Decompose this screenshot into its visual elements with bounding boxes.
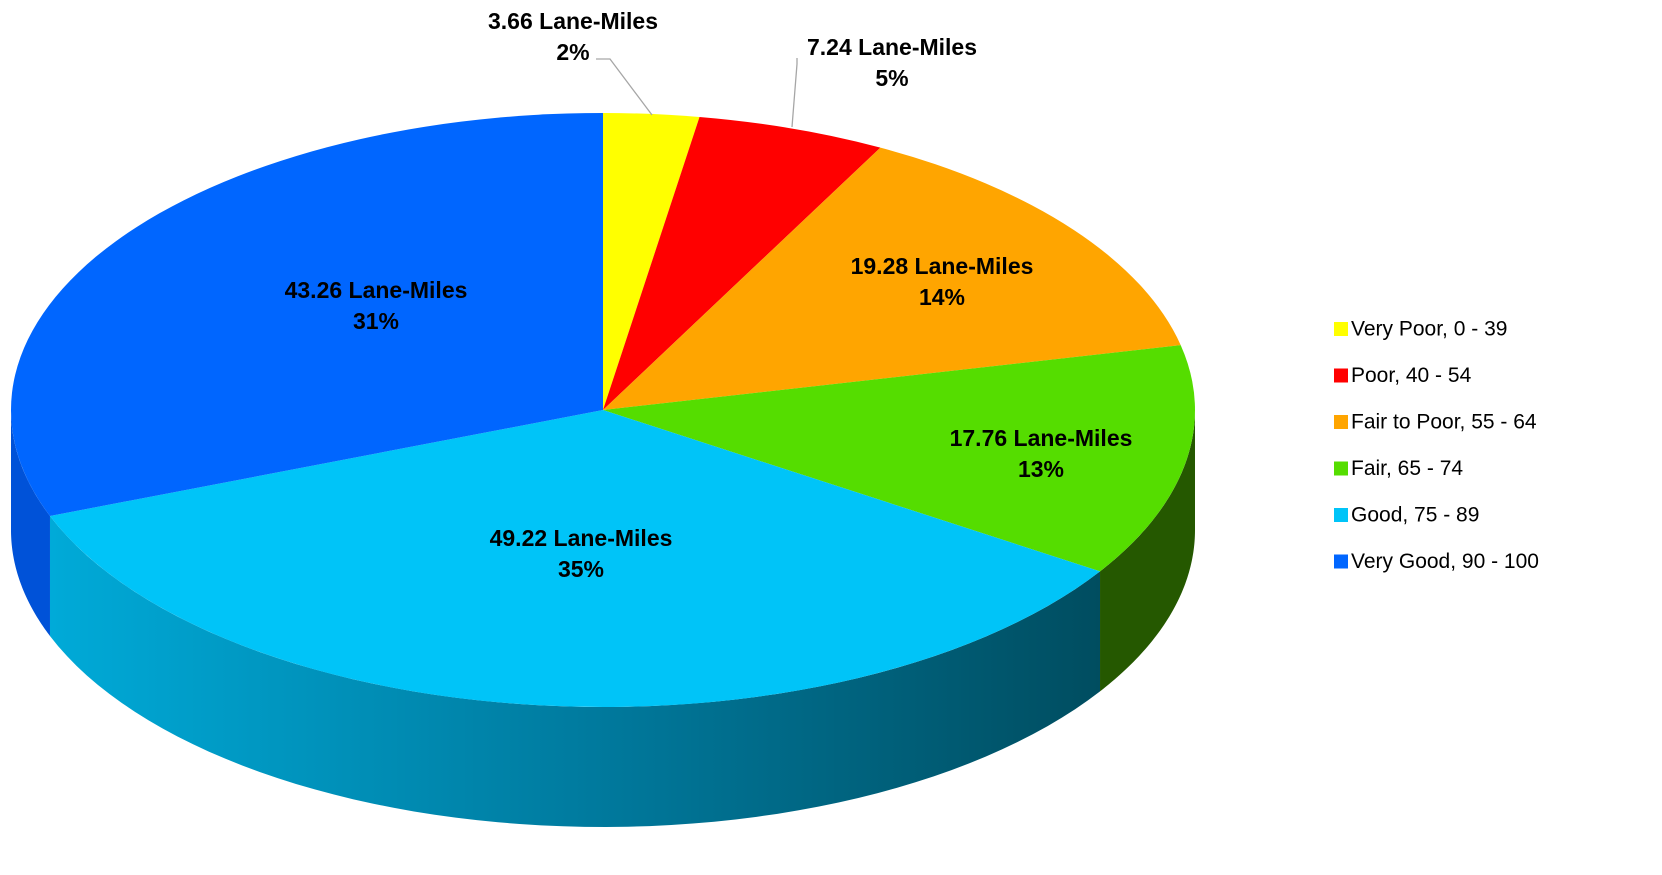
slice-side-4 [49,515,1101,827]
legend-swatch-2 [1334,415,1348,429]
pie-slices [10,113,1195,708]
slice-3 [603,345,1195,572]
value-label-3: 17.76 Lane-Miles [950,425,1133,451]
slice-side-5 [11,410,50,636]
legend-swatch-0 [1334,322,1348,336]
percent-label-2: 14% [919,284,965,310]
percent-label-4: 35% [558,556,604,582]
data-labels: 3.66 Lane-Miles 2% 7.24 Lane-Miles 5% 19.28 … [285,8,1133,582]
legend-item-4: Good, 75 - 89 [1334,504,1479,527]
legend-item-3: Fair, 65 - 74 [1334,457,1463,480]
legend-swatch-5 [1334,554,1348,569]
value-label-2: 19.28 Lane-Miles [851,253,1034,279]
legend-label-0: Very Poor, 0 - 39 [1351,318,1507,341]
legend-label-5: Very Good, 90 - 100 [1351,550,1539,573]
legend-swatch-1 [1334,368,1348,383]
percent-label-1: 5% [875,65,908,91]
legend-label-4: Good, 75 - 89 [1351,504,1479,527]
value-label-4: 49.22 Lane-Miles [490,525,673,551]
slice-1 [603,116,881,410]
percent-label-3: 13% [1018,456,1064,482]
slice-5 [10,113,604,516]
legend-item-1: Poor, 40 - 54 [1334,364,1472,387]
percent-label-5: 31% [353,308,399,334]
percent-label-0: 2% [556,39,589,65]
value-label-5: 43.26 Lane-Miles [285,277,468,303]
legend-swatch-4 [1334,508,1348,522]
legend-label-2: Fair to Poor, 55 - 64 [1351,411,1537,434]
legend-item-2: Fair to Poor, 55 - 64 [1334,411,1537,434]
value-label-1: 7.24 Lane-Miles [807,34,977,60]
legend-swatch-3 [1334,461,1348,476]
slice-0 [603,113,700,410]
legend-label-3: Fair, 65 - 74 [1351,457,1463,480]
legend-item-0: Very Poor, 0 - 39 [1334,318,1507,341]
legend-item-5: Very Good, 90 - 100 [1334,550,1539,573]
leader-lines [596,58,798,128]
pie-side-walls [11,410,1195,827]
slice-side-3 [1100,410,1195,692]
slice-4 [49,410,1101,708]
slice-2 [603,147,1181,410]
value-label-0: 3.66 Lane-Miles [488,8,658,34]
legend: Very Poor, 0 - 39 Poor, 40 - 54 Fair to Po… [1334,318,1539,573]
legend-label-1: Poor, 40 - 54 [1351,364,1472,387]
leader-line-0 [596,58,653,116]
leader-line-1 [791,58,798,128]
